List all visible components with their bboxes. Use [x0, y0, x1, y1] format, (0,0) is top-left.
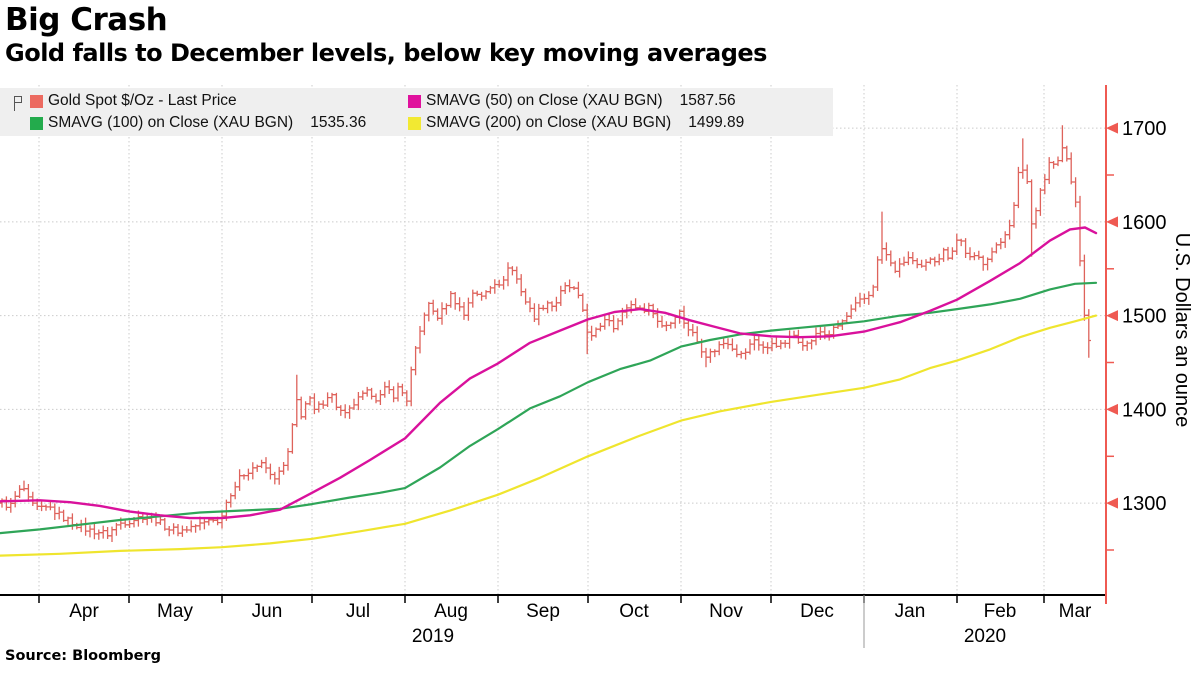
chart-subtitle: Gold falls to December levels, below key… [5, 39, 767, 67]
x-tick-label-oct: Oct [619, 601, 649, 622]
y-tick-label-1700: 1700 [1122, 118, 1167, 140]
x-tick-label-dec: Dec [800, 601, 834, 622]
x-tick-label-jun: Jun [252, 601, 283, 622]
x-tick-label-mar: Mar [1059, 601, 1092, 622]
smavg200-line [0, 314, 1098, 557]
legend-item-smavg200[interactable]: SMAVG (200) on Close (XAU BGN) 1499.89 [408, 114, 833, 132]
smavg50-line [0, 226, 1098, 520]
legend-label: Gold Spot $/Oz - Last Price [48, 92, 237, 109]
legend-value: 1587.56 [679, 92, 736, 109]
legend-value: 1535.36 [310, 114, 367, 131]
smavg200-swatch-icon [408, 116, 421, 130]
x-tick-label-apr: Apr [69, 601, 99, 622]
chart-header: Big Crash Gold falls to December levels,… [5, 2, 767, 68]
legend-label: SMAVG (200) on Close (XAU BGN) [426, 114, 672, 131]
year-label-2020: 2020 [964, 626, 1006, 647]
smavg100-line [0, 281, 1098, 535]
y-tick-label-1600: 1600 [1122, 212, 1167, 234]
legend-item-gold-spot[interactable]: Gold Spot $/Oz - Last Price [30, 92, 408, 110]
x-tick-label-aug: Aug [434, 601, 468, 622]
legend-grid: Gold Spot $/Oz - Last Price SMAVG (50) o… [30, 90, 833, 134]
y-axis: 1300 1400 1500 1600 1700 U.S. Dollars an ounc… [1105, 85, 1193, 604]
gold-spot-swatch-icon [30, 94, 43, 108]
legend-label: SMAVG (100) on Close (XAU BGN) [48, 114, 294, 131]
y-tick-label-1300: 1300 [1122, 493, 1167, 515]
x-axis: Apr May Jun Jul Aug Sep Oct Nov Dec Jan Feb Mar 2019… [0, 594, 1106, 648]
year-label-2019: 2019 [412, 626, 454, 647]
legend-value: 1499.89 [688, 114, 745, 131]
price-bars [0, 125, 1091, 542]
smavg50-swatch-icon [408, 94, 421, 108]
y-axis-title: U.S. Dollars an ounce [1171, 233, 1193, 428]
y-tick-label-1500: 1500 [1122, 306, 1167, 328]
x-tick-label-jul: Jul [346, 601, 370, 622]
legend-item-smavg100[interactable]: SMAVG (100) on Close (XAU BGN) 1535.36 [30, 114, 408, 132]
gridlines [0, 85, 1106, 595]
chart-title: Big Crash [5, 2, 168, 38]
pin-icon[interactable] [13, 95, 23, 117]
x-tick-label-may: May [157, 601, 193, 622]
legend-item-smavg50[interactable]: SMAVG (50) on Close (XAU BGN) 1587.56 [408, 92, 833, 110]
legend-label: SMAVG (50) on Close (XAU BGN) [426, 92, 663, 109]
smavg100-swatch-icon [30, 116, 43, 130]
x-tick-label-feb: Feb [984, 601, 1017, 622]
y-tick-label-1400: 1400 [1122, 399, 1167, 421]
source-credit: Source: Bloomberg [5, 648, 161, 664]
legend: Gold Spot $/Oz - Last Price SMAVG (50) o… [0, 88, 833, 136]
x-tick-label-sep: Sep [526, 601, 560, 622]
x-tick-label-jan: Jan [895, 601, 926, 622]
x-tick-label-nov: Nov [709, 601, 743, 622]
